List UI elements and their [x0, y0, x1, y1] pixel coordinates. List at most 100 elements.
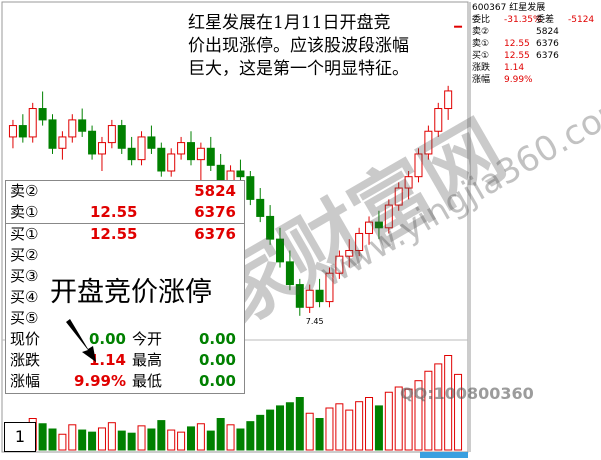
volume-bar: [454, 373, 463, 451]
order-label: 卖①: [10, 203, 39, 221]
volume-bar: [345, 409, 354, 451]
qq-label: QQ:100800360: [400, 384, 534, 403]
volume-bar: [117, 430, 126, 451]
order-label: 买②: [10, 246, 39, 264]
quote-value: 1.14: [88, 351, 126, 369]
candle-body: [444, 90, 453, 110]
side-cell: 涨幅: [472, 75, 491, 85]
volume-bar: [127, 432, 136, 451]
volume-bar: [236, 428, 245, 451]
stock-code: 600367 红星发展: [472, 3, 546, 13]
candle-body: [107, 125, 116, 144]
volume-bar: [266, 409, 275, 451]
volume-bar: [147, 428, 156, 451]
candle-body: [335, 255, 344, 274]
side-cell: 委差: [536, 15, 555, 25]
callout: 开盘竞价涨停: [50, 270, 212, 309]
annotation-line: 价出现涨停。应该股波段涨幅: [188, 36, 409, 56]
volume-bar: [434, 363, 443, 451]
order-row: 买④: [6, 287, 244, 308]
side-cell: -31.35%: [504, 15, 542, 25]
order-price: 12.55: [90, 225, 138, 243]
candle-body: [325, 272, 334, 303]
volume-bar: [355, 401, 364, 451]
candle-body: [18, 125, 27, 138]
volume-bar: [365, 397, 374, 451]
candle-body: [28, 108, 37, 138]
order-row: 买① 12.55 6376: [6, 224, 244, 245]
volume-bar: [315, 418, 324, 451]
side-cell: 5824: [536, 27, 559, 37]
candle-body: [384, 204, 393, 229]
quote-value: 0.00: [198, 330, 236, 348]
volume-bar: [404, 388, 413, 451]
time-bar: [420, 452, 468, 458]
order-row: 买⑤: [6, 308, 244, 329]
order-row: 买②: [6, 245, 244, 266]
volume-bar: [97, 427, 106, 451]
quote-row: 涨幅 9.99% 最低 0.00: [6, 371, 244, 392]
candle-body: [58, 136, 67, 149]
side-cell: 委比: [472, 15, 491, 25]
quote-value: 0.00: [88, 330, 126, 348]
side-row: 涨跌 1.14: [472, 62, 599, 74]
volume-bar: [226, 424, 235, 451]
side-row: 委比 -31.35% 委差 -5124: [472, 14, 599, 26]
quote-label: 今开: [132, 330, 163, 348]
volume-bar: [88, 431, 97, 451]
volume-bar: [276, 405, 285, 451]
annotation-line: 巨大，这是第一个明显特征。: [188, 59, 409, 79]
quote-value: 0.00: [198, 372, 236, 390]
candle-body: [196, 147, 205, 161]
quote-value: 0.00: [198, 351, 236, 369]
candle-body: [414, 153, 423, 178]
candle-body: [236, 170, 245, 178]
quote-row: 涨跌 1.14 最高 0.00: [6, 350, 244, 371]
volume-bar: [246, 421, 255, 451]
candle-body: [315, 289, 324, 303]
volume-bar: [107, 422, 116, 451]
order-volume: 6376: [194, 203, 236, 221]
candle-body: [355, 232, 364, 251]
order-label: 买⑤: [10, 309, 39, 327]
volume-bar: [196, 423, 205, 451]
side-cell: 6376: [536, 51, 559, 61]
candle-body: [276, 238, 285, 263]
volume-bar: [48, 428, 57, 451]
side-cell: 12.55: [504, 51, 530, 61]
candle-body: [127, 147, 136, 161]
volume-bar: [295, 397, 304, 451]
volume-bar: [78, 429, 87, 451]
quote-label: 涨幅: [10, 372, 41, 390]
volume-bar: [256, 414, 265, 451]
candle-body: [68, 119, 77, 138]
candle-body: [394, 187, 403, 206]
side-row: 卖① 12.55 6376: [472, 38, 599, 50]
volume-bar: [177, 431, 186, 451]
order-row: 卖① 12.55 6376: [6, 202, 244, 224]
side-cell: 6376: [536, 39, 559, 49]
volume-bar: [137, 425, 146, 451]
order-price: 12.55: [90, 203, 138, 221]
candle-body: [246, 176, 255, 200]
order-label: 卖②: [10, 182, 39, 200]
volume-bar: [38, 423, 47, 451]
candle-body: [167, 153, 176, 172]
volume-bar: [68, 424, 77, 451]
volume-bar: [58, 433, 67, 451]
candle-body: [137, 136, 146, 161]
volume-bar: [206, 430, 215, 451]
candle-body: [305, 289, 314, 308]
volume-bar: [305, 412, 314, 451]
candle-body: [374, 221, 383, 229]
volume-bar: [216, 418, 225, 451]
order-label: 买①: [10, 225, 39, 243]
candle-body: [147, 136, 156, 149]
candle-body: [206, 147, 215, 166]
volume-bar: [335, 403, 344, 451]
quote-label: 最高: [132, 351, 163, 369]
candle-body: [186, 142, 195, 161]
volume-bar: [414, 380, 423, 451]
